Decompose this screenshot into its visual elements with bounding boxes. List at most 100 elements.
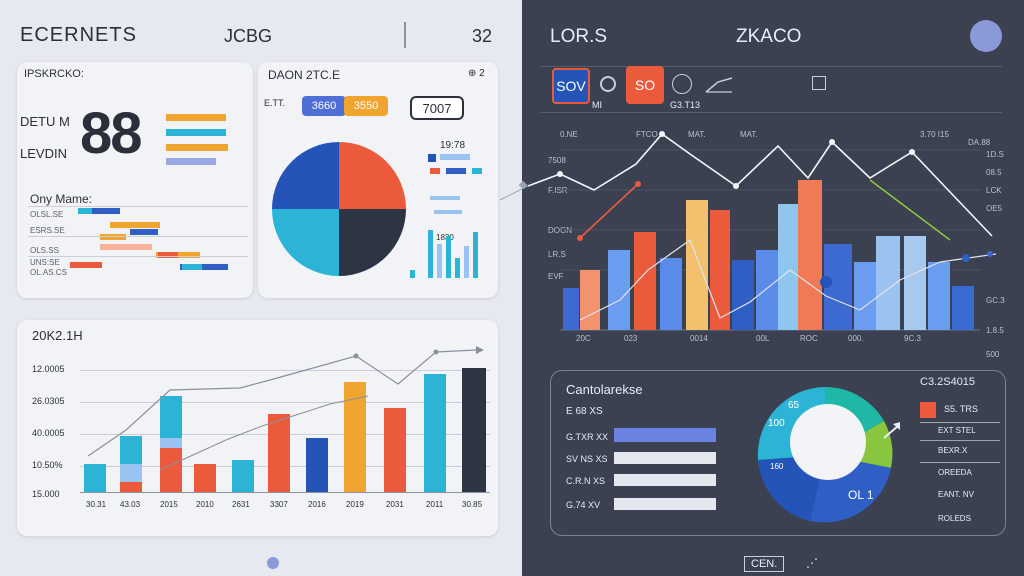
kpi-row-label: OL.AS.CS [30,268,67,277]
x-axis [80,492,490,493]
x-tick: 023 [624,334,638,343]
top-label: 0.NE [560,130,578,139]
x-tick: 30.31 [86,500,107,509]
chart-icon[interactable] [704,76,734,94]
top-label: MAT. [740,130,758,139]
legend-label: ROLEDS [938,514,971,523]
gantt-bar [180,264,228,270]
avatar[interactable] [970,20,1002,52]
left-tick: LR.S [548,250,566,259]
y-tick: 40.0005 [32,428,65,438]
circle-icon[interactable] [600,76,616,92]
bar-chart-title: 20K2.1H [32,328,83,343]
tab-so[interactable]: SO [626,66,664,104]
side-chart-title: 19:78 [440,140,466,151]
kpi-big-value: 88 [80,101,142,166]
legend-pill-blue[interactable]: 3660 [302,96,346,116]
kpi-card-title: IPSKRCKO: [24,68,84,80]
divider [28,236,248,237]
legend-swatch [428,154,436,162]
x-tick: 2016 [308,500,326,509]
legend-bar [430,196,460,200]
checkbox-icon[interactable] [812,76,826,90]
right-tick: 1.8.5 [986,326,1004,335]
kpi-bar [166,158,216,165]
donut-seg-label: 100 [768,418,785,429]
pie-slice [272,142,339,209]
tab-sov[interactable]: SOV [552,68,590,104]
right-tick: 500 [986,350,1000,359]
gantt-bar [182,264,202,270]
y-tick: 10.50% [32,460,63,470]
mini-bar [455,258,460,278]
legend-bar [472,168,482,174]
left-tick: F.ISR [548,186,568,195]
gantt-bar [100,234,126,240]
right-tick: LCK [986,186,1002,195]
divider [28,206,248,207]
dark-panel-mid: ZKACO [736,26,802,47]
chart-bar [120,482,142,492]
chart-bar [232,460,254,492]
pie-legend-label: E.TT. [264,98,286,108]
divider [920,462,1000,463]
chart-bar [344,382,366,492]
gantt-bar [158,252,178,258]
x-tick: 2011 [426,500,444,509]
refresh-icon[interactable] [672,74,692,94]
chart-bar [120,436,142,464]
legend-label: S5. TRS [944,404,978,414]
x-tick: 43.03 [120,500,141,509]
value-box[interactable]: 7007 [410,96,464,120]
footer-button[interactable]: CEN. [744,556,785,572]
chart-bar [160,396,182,438]
mini-bar [437,244,442,278]
gantt-bar [70,262,102,268]
progress-bar [614,428,716,442]
mini-bar [446,236,451,278]
arrow-icon [883,422,900,439]
page-dot-icon[interactable] [267,557,279,569]
row-label: C.R.N XS [566,476,606,486]
legend-pill-orange[interactable]: 3550 [344,96,388,116]
left-tick: 7508 [548,156,566,165]
gridline [80,402,490,403]
mini-bar [428,230,433,278]
left-tick: EVF [548,272,564,281]
axis-tick: 1830 [436,233,454,242]
x-tick: 30.85 [462,500,483,509]
mini-bar [410,270,415,278]
progress-bar [614,452,716,464]
top-label: MAT. [688,130,706,139]
legend-label: BEXR.X [938,446,968,455]
legend-bar [440,154,470,160]
x-tick: 00L [756,334,770,343]
top-label: FTCO [636,130,658,139]
chart-bar [160,448,182,492]
pie-chart [272,142,406,276]
legend-bar [434,210,462,214]
header-mid-label: JCBG [224,26,273,46]
donut-chart [757,386,893,523]
x-tick: ROC [800,334,818,343]
x-tick: 2031 [386,500,404,509]
expand-icon[interactable]: ⋰ [806,556,818,570]
divider [540,66,1002,67]
y-tick: 15.000 [32,489,60,499]
legend-label: EANT. NV [938,490,975,499]
chart-bar [194,464,216,492]
donut-card-title: Cantolarekse [566,382,643,397]
kpi-row-label: UNS:SE [30,258,60,267]
pie-slice [339,142,406,209]
x-tick: 0014 [690,334,708,343]
x-tick: 20C [576,334,591,343]
gantt-bar [156,252,200,258]
tab-small-label: G3.T13 [670,100,701,110]
row-label: E 68 XS [566,406,603,417]
legend-bar [430,168,440,174]
kpi-label-2: LEVDIN [20,146,67,161]
chart-bar [84,464,106,492]
mini-bar [464,246,469,278]
right-tick: GC.3 [986,296,1005,305]
gantt-bar [110,222,160,228]
